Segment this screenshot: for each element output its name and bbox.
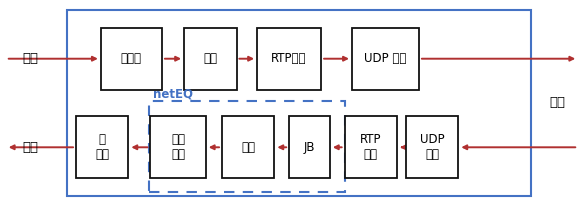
Text: RTP
解包: RTP 解包: [360, 133, 381, 161]
Text: 采集: 采集: [22, 52, 39, 65]
Bar: [222, 116, 274, 178]
Text: UDP
接收: UDP 接收: [420, 133, 444, 161]
Text: 前处理: 前处理: [121, 52, 142, 65]
Text: RTP打包: RTP打包: [272, 52, 307, 65]
Text: UDP 发送: UDP 发送: [364, 52, 406, 65]
Bar: [352, 28, 419, 90]
Bar: [257, 28, 321, 90]
Bar: [67, 10, 531, 196]
Bar: [150, 116, 206, 178]
Text: 编码: 编码: [203, 52, 217, 65]
Text: JB: JB: [304, 141, 315, 154]
Text: netEQ: netEQ: [153, 88, 193, 101]
Bar: [406, 116, 458, 178]
Bar: [101, 28, 162, 90]
Text: 播放: 播放: [22, 141, 39, 154]
Text: 信号
处理: 信号 处理: [171, 133, 185, 161]
Text: 解码: 解码: [241, 141, 255, 154]
Text: 后
处理: 后 处理: [95, 133, 109, 161]
Bar: [184, 28, 237, 90]
Text: 网络: 网络: [550, 96, 566, 110]
Bar: [149, 101, 345, 192]
Bar: [345, 116, 397, 178]
Bar: [76, 116, 128, 178]
Bar: [289, 116, 330, 178]
